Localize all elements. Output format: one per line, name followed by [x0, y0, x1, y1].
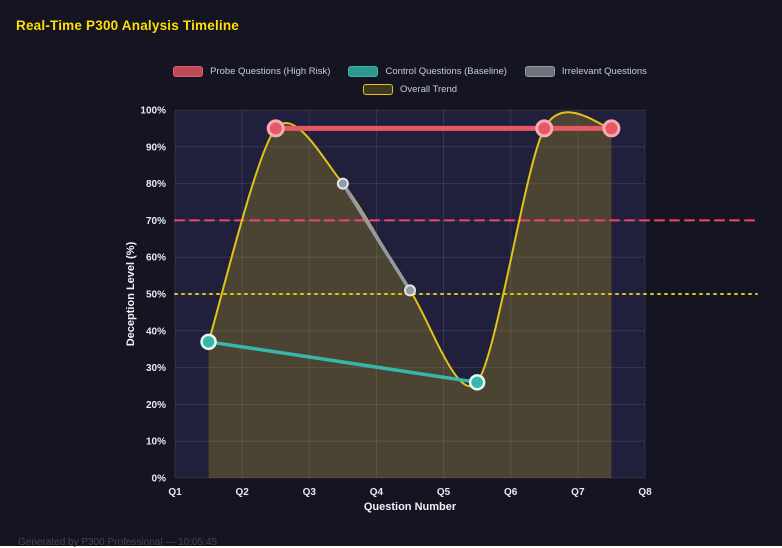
legend-item-control[interactable]: Control Questions (Baseline)	[348, 66, 507, 77]
irrelevant-point[interactable]	[404, 284, 416, 297]
irrelevant-point[interactable]	[336, 177, 349, 190]
y-tick-label: 50%	[146, 290, 166, 301]
control-line	[206, 340, 479, 385]
legend-row: Probe Questions (High Risk) Control Quest…	[173, 66, 647, 77]
control-point[interactable]	[468, 374, 486, 391]
probe-point[interactable]	[266, 119, 285, 138]
x-axis-title: Question Number	[363, 501, 457, 513]
legend-label: Probe Questions (High Risk)	[210, 66, 331, 77]
legend-item-trend[interactable]: Overall Trend	[362, 84, 458, 95]
y-tick-label: 20%	[146, 400, 166, 411]
legend-swatch-irrelevant	[524, 66, 555, 77]
legend-swatch-control	[348, 66, 379, 77]
footer-note: Generated by P300 Professional — 10:05:4…	[18, 537, 218, 548]
probe-point[interactable]	[535, 119, 554, 138]
chart-legend: Probe Questions (High Risk) Control Quest…	[145, 66, 675, 95]
legend-row: Overall Trend	[362, 84, 458, 95]
x-tick-label: Q2	[235, 487, 249, 498]
y-tick-label: 60%	[146, 253, 166, 264]
x-tick-label: Q6	[504, 487, 518, 498]
legend-label: Control Questions (Baseline)	[385, 66, 507, 77]
legend-item-irrelevant[interactable]: Irrelevant Questions	[524, 66, 647, 77]
x-tick-label: Q3	[303, 487, 317, 498]
probe-point[interactable]	[602, 119, 621, 138]
control-point[interactable]	[200, 333, 217, 351]
legend-label: Overall Trend	[399, 84, 458, 95]
y-axis-title: Deception Level (%)	[125, 241, 137, 347]
y-tick-label: 80%	[146, 179, 166, 190]
y-tick-label: 90%	[146, 142, 166, 153]
x-tick-label: Q1	[168, 487, 182, 498]
legend-label: Irrelevant Questions	[561, 66, 647, 77]
y-tick-label: 100%	[140, 106, 166, 117]
y-tick-label: 70%	[146, 216, 166, 227]
y-tick-label: 30%	[146, 363, 166, 374]
y-tick-label: 0%	[152, 474, 167, 485]
legend-swatch-trend	[362, 84, 393, 95]
x-tick-label: Q4	[370, 487, 384, 498]
x-tick-label: Q5	[437, 487, 451, 498]
legend-item-probe[interactable]: Probe Questions (High Risk)	[173, 66, 330, 77]
page-title: Real-Time P300 Analysis Timeline	[16, 18, 240, 33]
irrelevant-line	[341, 181, 412, 293]
x-tick-label: Q7	[571, 487, 585, 498]
x-tick-label: Q8	[638, 487, 652, 498]
y-tick-label: 40%	[146, 326, 166, 337]
y-tick-label: 10%	[146, 437, 166, 448]
legend-swatch-probe	[173, 66, 204, 77]
